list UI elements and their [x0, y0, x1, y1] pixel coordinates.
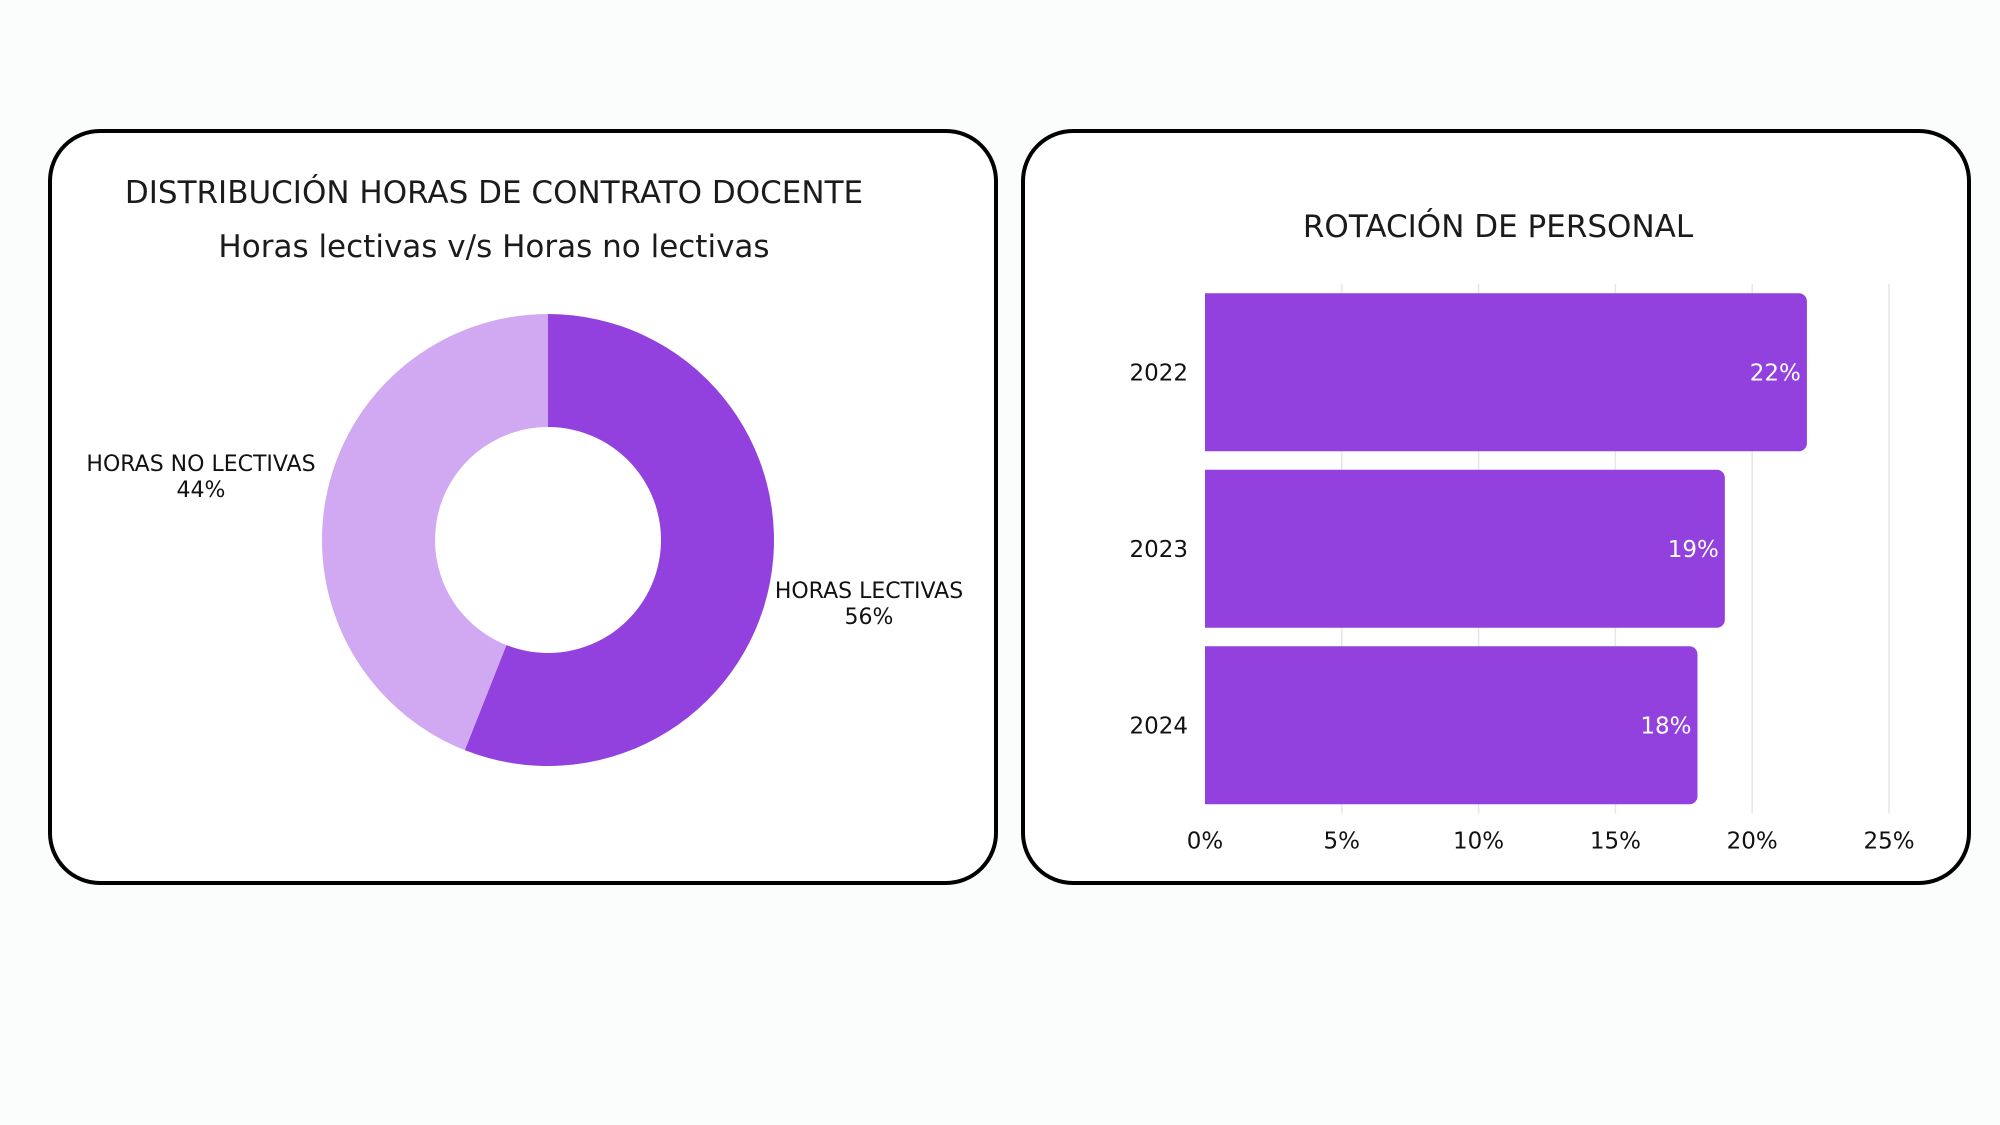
category-label-2022: 2022: [1129, 360, 1188, 386]
x-tick-label: 25%: [1863, 829, 1914, 855]
x-tick-label: 20%: [1727, 829, 1778, 855]
bar-chart: ROTACIÓN DE PERSONAL 0% 5% 10% 15% 20% 25% 202…: [1129, 208, 1914, 855]
donut-chart-card: DISTRIBUCIÓN HORAS DE CONTRATO DOCENTE H…: [48, 129, 998, 885]
bar-2023: [1205, 469, 1725, 628]
value-label-2023: 19%: [1668, 537, 1719, 563]
x-tick-label: 15%: [1590, 829, 1641, 855]
bar-chart-card: ROTACIÓN DE PERSONAL 0% 5% 10% 15% 20% 25% 202…: [1021, 129, 1971, 885]
category-label-2023: 2023: [1129, 537, 1188, 563]
slice-label-horas-no-lectivas: HORAS NO LECTIVAS: [86, 452, 315, 477]
slice-value-horas-no-lectivas: 44%: [177, 478, 226, 503]
x-tick-label: 0%: [1187, 829, 1224, 855]
donut-slice-horas-no-lectivas: [322, 314, 548, 751]
donut-chart-title: DISTRIBUCIÓN HORAS DE CONTRATO DOCENTE: [125, 174, 863, 211]
value-label-2024: 18%: [1640, 713, 1691, 739]
bar-2024: [1205, 646, 1698, 805]
slice-label-horas-lectivas: HORAS LECTIVAS: [775, 579, 963, 604]
x-tick-label: 10%: [1453, 829, 1504, 855]
donut-chart: DISTRIBUCIÓN HORAS DE CONTRATO DOCENTE H…: [86, 174, 963, 766]
donut-slice-horas-lectivas: [464, 314, 775, 766]
donut-chart-subtitle: Horas lectivas v/s Horas no lectivas: [218, 229, 769, 265]
value-label-2022: 22%: [1750, 360, 1801, 386]
bar-2022: [1205, 293, 1807, 452]
category-label-2024: 2024: [1129, 713, 1188, 739]
slice-value-horas-lectivas: 56%: [845, 605, 894, 630]
bar-chart-title: ROTACIÓN DE PERSONAL: [1303, 208, 1694, 245]
x-tick-label: 5%: [1324, 829, 1361, 855]
